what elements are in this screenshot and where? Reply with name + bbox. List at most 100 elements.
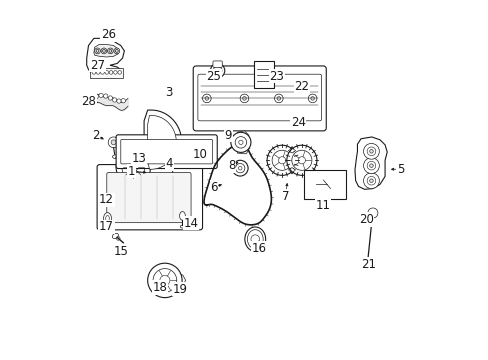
Text: 16: 16 <box>251 242 266 255</box>
Circle shape <box>235 163 244 173</box>
Circle shape <box>230 132 250 152</box>
Polygon shape <box>124 143 172 196</box>
FancyBboxPatch shape <box>106 172 191 223</box>
Circle shape <box>160 275 169 285</box>
Circle shape <box>366 147 375 156</box>
Circle shape <box>109 71 113 74</box>
Circle shape <box>204 96 208 100</box>
Circle shape <box>367 208 377 218</box>
FancyBboxPatch shape <box>304 170 346 199</box>
Text: 7: 7 <box>282 190 289 203</box>
Circle shape <box>255 73 258 76</box>
Circle shape <box>92 71 96 74</box>
Circle shape <box>103 94 108 98</box>
Polygon shape <box>144 110 182 175</box>
Circle shape <box>255 80 258 82</box>
Circle shape <box>278 157 285 164</box>
Circle shape <box>325 180 334 189</box>
Circle shape <box>312 181 319 188</box>
Circle shape <box>250 235 259 243</box>
Circle shape <box>192 148 198 153</box>
Text: 15: 15 <box>113 245 128 258</box>
Polygon shape <box>86 39 124 78</box>
Circle shape <box>210 63 224 78</box>
Circle shape <box>153 269 176 292</box>
Text: 9: 9 <box>224 129 232 142</box>
Circle shape <box>108 137 119 148</box>
Polygon shape <box>147 116 176 169</box>
FancyBboxPatch shape <box>254 61 273 88</box>
Circle shape <box>255 67 258 70</box>
Circle shape <box>266 145 297 175</box>
Text: 24: 24 <box>290 116 305 129</box>
Ellipse shape <box>247 230 263 249</box>
Text: 21: 21 <box>360 258 375 271</box>
Text: 19: 19 <box>172 283 187 296</box>
Text: 11: 11 <box>315 199 330 212</box>
Circle shape <box>94 48 100 54</box>
Circle shape <box>363 158 379 174</box>
Circle shape <box>101 48 106 54</box>
Ellipse shape <box>180 225 184 228</box>
Circle shape <box>369 149 372 153</box>
Text: 22: 22 <box>294 80 309 93</box>
Ellipse shape <box>103 213 111 224</box>
Text: 14: 14 <box>183 216 198 230</box>
Circle shape <box>105 71 108 74</box>
Text: 3: 3 <box>165 86 173 99</box>
Text: 23: 23 <box>269 69 284 82</box>
Circle shape <box>366 176 375 185</box>
Circle shape <box>116 150 150 185</box>
Circle shape <box>363 143 379 159</box>
FancyBboxPatch shape <box>193 66 325 131</box>
Circle shape <box>96 71 100 74</box>
FancyBboxPatch shape <box>97 165 202 230</box>
Polygon shape <box>237 131 248 154</box>
Circle shape <box>102 49 105 52</box>
Circle shape <box>122 156 144 179</box>
Ellipse shape <box>244 227 265 251</box>
Circle shape <box>108 96 112 100</box>
FancyBboxPatch shape <box>198 74 321 121</box>
Circle shape <box>308 94 316 103</box>
Circle shape <box>366 161 375 170</box>
Circle shape <box>274 94 283 103</box>
Circle shape <box>116 237 120 240</box>
Text: 12: 12 <box>99 193 114 206</box>
Circle shape <box>271 150 292 170</box>
Circle shape <box>213 66 222 75</box>
Circle shape <box>242 96 246 100</box>
Text: 5: 5 <box>396 163 404 176</box>
Text: 1: 1 <box>127 165 135 177</box>
Circle shape <box>232 160 247 176</box>
Circle shape <box>298 157 305 164</box>
FancyBboxPatch shape <box>212 61 222 67</box>
Circle shape <box>121 99 125 103</box>
Circle shape <box>115 49 118 52</box>
Circle shape <box>240 94 248 103</box>
Circle shape <box>111 140 116 145</box>
Text: 25: 25 <box>206 69 221 82</box>
Ellipse shape <box>112 155 118 158</box>
Circle shape <box>147 263 182 298</box>
Text: 6: 6 <box>210 181 217 194</box>
Polygon shape <box>175 274 185 286</box>
Polygon shape <box>94 44 118 57</box>
Circle shape <box>309 178 322 191</box>
Bar <box>90 68 122 78</box>
Circle shape <box>202 94 211 103</box>
Circle shape <box>116 157 118 159</box>
Text: 17: 17 <box>99 220 114 233</box>
Text: 8: 8 <box>228 159 235 172</box>
Circle shape <box>94 94 99 99</box>
Circle shape <box>235 136 246 148</box>
FancyBboxPatch shape <box>116 135 217 168</box>
Circle shape <box>109 49 112 52</box>
Circle shape <box>277 96 280 100</box>
Circle shape <box>113 71 117 74</box>
Circle shape <box>96 49 99 52</box>
Circle shape <box>112 98 117 102</box>
Text: 27: 27 <box>90 59 105 72</box>
Circle shape <box>129 163 137 172</box>
FancyBboxPatch shape <box>121 139 212 164</box>
